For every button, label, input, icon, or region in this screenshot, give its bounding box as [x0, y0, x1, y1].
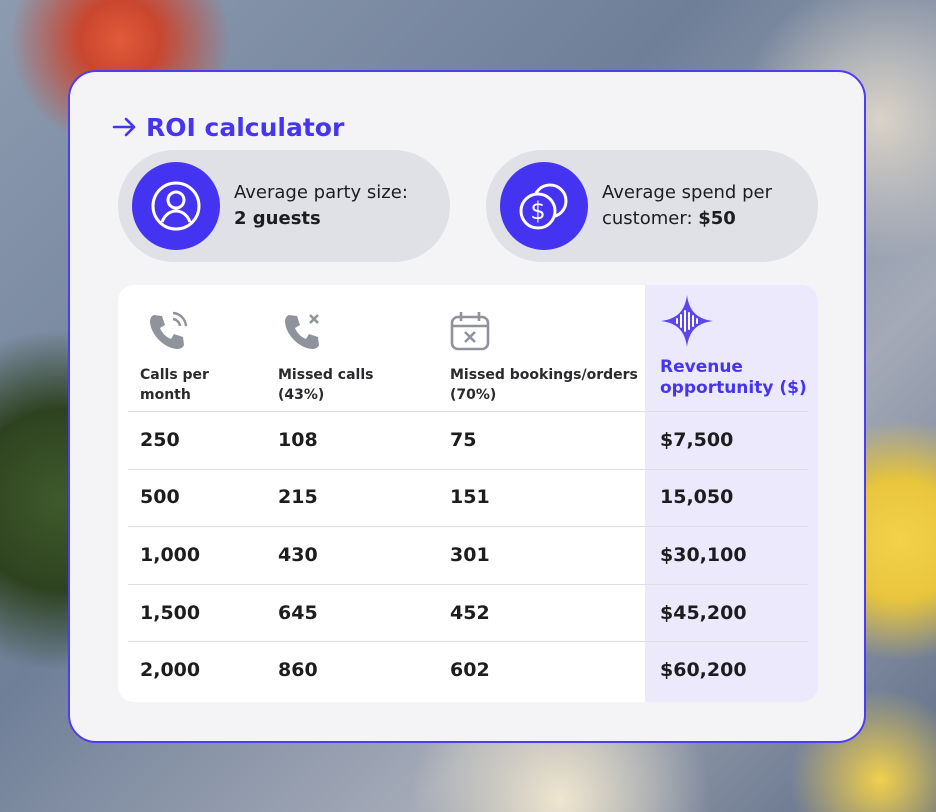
column-header: Calls per month [140, 367, 209, 403]
table-cell: $7,500 [660, 428, 734, 451]
column-header: Missed calls (43%) [278, 367, 374, 403]
card-label: Average spend per customer: [602, 182, 772, 229]
party-size-card: Average party size: 2 guests [118, 150, 450, 262]
coins-icon: $ [500, 162, 588, 250]
table-cell: 215 [278, 486, 318, 509]
roi-table: Calls per month Missed calls (43%) Misse… [118, 285, 818, 702]
row-divider [128, 583, 808, 585]
table-cell: 151 [450, 486, 490, 509]
table-cell: 1,000 [140, 544, 201, 566]
table-cell: $45,200 [660, 601, 747, 624]
spend-card: $ Average spend per customer: $50 [486, 150, 818, 262]
row-divider [128, 411, 808, 412]
table-cell: 250 [140, 428, 180, 451]
title-row: ROI calculator [112, 108, 344, 146]
table-cell: $60,200 [660, 659, 747, 682]
card-value: $50 [698, 208, 736, 229]
svg-text:$: $ [530, 197, 545, 225]
table-cell: 1,500 [140, 601, 201, 624]
row-divider [128, 641, 808, 643]
missed-call-icon [285, 314, 319, 349]
table-cell: 452 [450, 601, 490, 624]
column-header: Revenue opportunity ($) [660, 357, 807, 398]
table-cell: 15,050 [660, 486, 734, 509]
table-cell: 500 [140, 486, 180, 509]
table-cell: 602 [450, 659, 490, 682]
voice-icon [661, 295, 713, 347]
highlight-column [645, 285, 818, 702]
arrow-icon [112, 117, 136, 137]
card-label: Average party size: [234, 182, 408, 203]
table-cell: 301 [450, 544, 490, 566]
table-cell: 860 [278, 659, 318, 682]
title: ROI calculator [146, 112, 345, 142]
row-divider [128, 526, 808, 528]
table-cell: 2,000 [140, 659, 201, 682]
column-header: Missed bookings/orders (70%) [450, 367, 638, 403]
card-value: 2 guests [234, 208, 321, 229]
phone-icon [150, 311, 188, 349]
table-cell: 108 [278, 428, 318, 451]
row-divider [128, 468, 808, 470]
table-cell: 75 [450, 428, 477, 451]
party-size-text: Average party size: 2 guests [234, 180, 408, 232]
table-cell: $30,100 [660, 544, 747, 566]
calendar-icon [450, 312, 490, 351]
spend-text: Average spend per customer: $50 [602, 180, 802, 232]
table-cell: 645 [278, 601, 318, 624]
table-cell: 430 [278, 544, 318, 566]
person-icon [132, 162, 220, 250]
